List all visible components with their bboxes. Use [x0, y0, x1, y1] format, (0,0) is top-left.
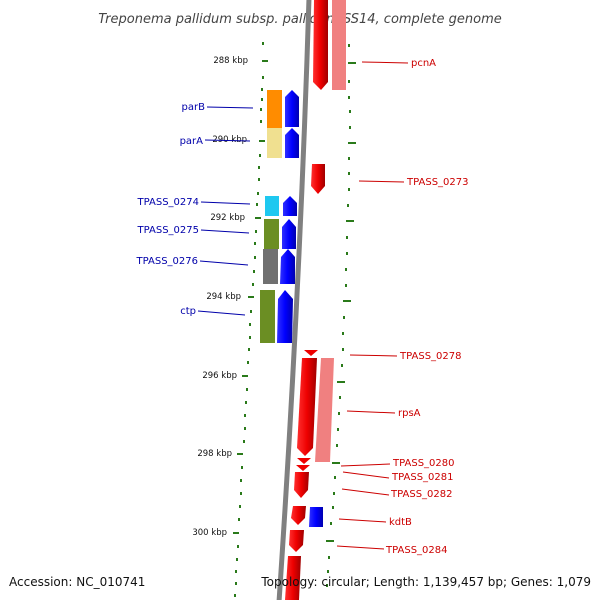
gene-label-kdtB[interactable]: kdtB [389, 517, 412, 528]
forward-strand-genes [277, 90, 323, 527]
gene-TPASS_0273-arrow[interactable] [311, 164, 325, 194]
tick-label-288: 288 kbp [213, 56, 248, 66]
map-title: Treponema pallidum subsp. pallidum SS14,… [98, 12, 502, 27]
gene-TPASS_0281-arrow[interactable] [296, 465, 310, 471]
gene-TPASS_0275-arrow[interactable] [282, 219, 296, 249]
gene-label-TPASS_0282[interactable]: TPASS_0282 [390, 489, 452, 500]
gene-TPASS_0282-arrow[interactable] [294, 472, 309, 498]
tick-label-300: 300 kbp [192, 528, 227, 538]
category-block-TPASS_0275 [264, 219, 279, 249]
gene-TPASS_0284-arrow[interactable] [289, 530, 304, 552]
gene-label-TPASS_0278[interactable]: TPASS_0278 [399, 351, 461, 362]
gene-parA-arrow[interactable] [285, 128, 299, 158]
left-label-lines [197, 106, 254, 316]
gene-kdtB-arrow[interactable] [291, 506, 306, 525]
tick-label-296: 296 kbp [202, 371, 237, 381]
gene-label-TPASS_0276[interactable]: TPASS_0276 [136, 256, 198, 267]
category-block-TPASS_0276 [263, 249, 278, 284]
gene-label-TPASS_0273[interactable]: TPASS_0273 [406, 177, 468, 188]
gene-TPASS_0274-arrow[interactable] [283, 196, 297, 216]
reverse-strand-genes [285, 0, 346, 600]
gene-label-rpsA[interactable]: rpsA [398, 408, 421, 419]
category-block-ctp [260, 290, 275, 343]
category-block-parA [267, 128, 282, 158]
gene-parB-arrow[interactable] [285, 90, 299, 127]
gene-label-TPASS_0275[interactable]: TPASS_0275 [137, 225, 199, 236]
gene-ctp-arrow[interactable] [277, 290, 293, 343]
category-blocks [260, 90, 282, 343]
gene-label-TPASS_0280[interactable]: TPASS_0280 [392, 458, 454, 469]
topology-text: Topology: circular; Length: 1,139,457 bp… [260, 575, 591, 589]
outer-dotted-ring [326, 44, 356, 587]
gene-TPASS_0280-arrow[interactable] [297, 458, 311, 464]
tick-label-290: 290 kbp [212, 135, 247, 145]
gene-label-ctp[interactable]: ctp [180, 306, 196, 317]
gene-label-parA[interactable]: parA [180, 136, 204, 147]
category-block-parB [267, 90, 282, 128]
tick-label-294: 294 kbp [206, 292, 241, 302]
gene-label-parB[interactable]: parB [182, 102, 206, 113]
gene-rpsA-arrow[interactable] [297, 358, 317, 456]
gene-label-TPASS_0281[interactable]: TPASS_0281 [391, 472, 453, 483]
gene-TPASS_0278-arrow[interactable] [304, 350, 318, 356]
gene-label-pcnA[interactable]: pcnA [411, 58, 436, 69]
gene-label-TPASS_0274[interactable]: TPASS_0274 [137, 197, 199, 208]
gene-pcnA-category [332, 0, 346, 90]
genome-backbone [276, 0, 312, 600]
accession-text: Accession: NC_010741 [9, 575, 145, 589]
gene-label-TPASS_0284[interactable]: TPASS_0284 [385, 545, 447, 556]
gene-TPASS_0276-arrow[interactable] [280, 249, 295, 284]
gene-pcnA-arrow[interactable] [313, 0, 328, 90]
tick-label-292: 292 kbp [210, 213, 245, 223]
tick-label-298: 298 kbp [197, 449, 232, 459]
right-label-lines [336, 61, 409, 550]
gene-kdtB-arrow-partner[interactable] [309, 507, 323, 527]
gene-rpsA-category [315, 358, 334, 462]
gene-next-arrow[interactable] [285, 556, 301, 600]
category-block-TPASS_0274 [265, 196, 279, 216]
inner-dotted-ring [233, 42, 268, 597]
